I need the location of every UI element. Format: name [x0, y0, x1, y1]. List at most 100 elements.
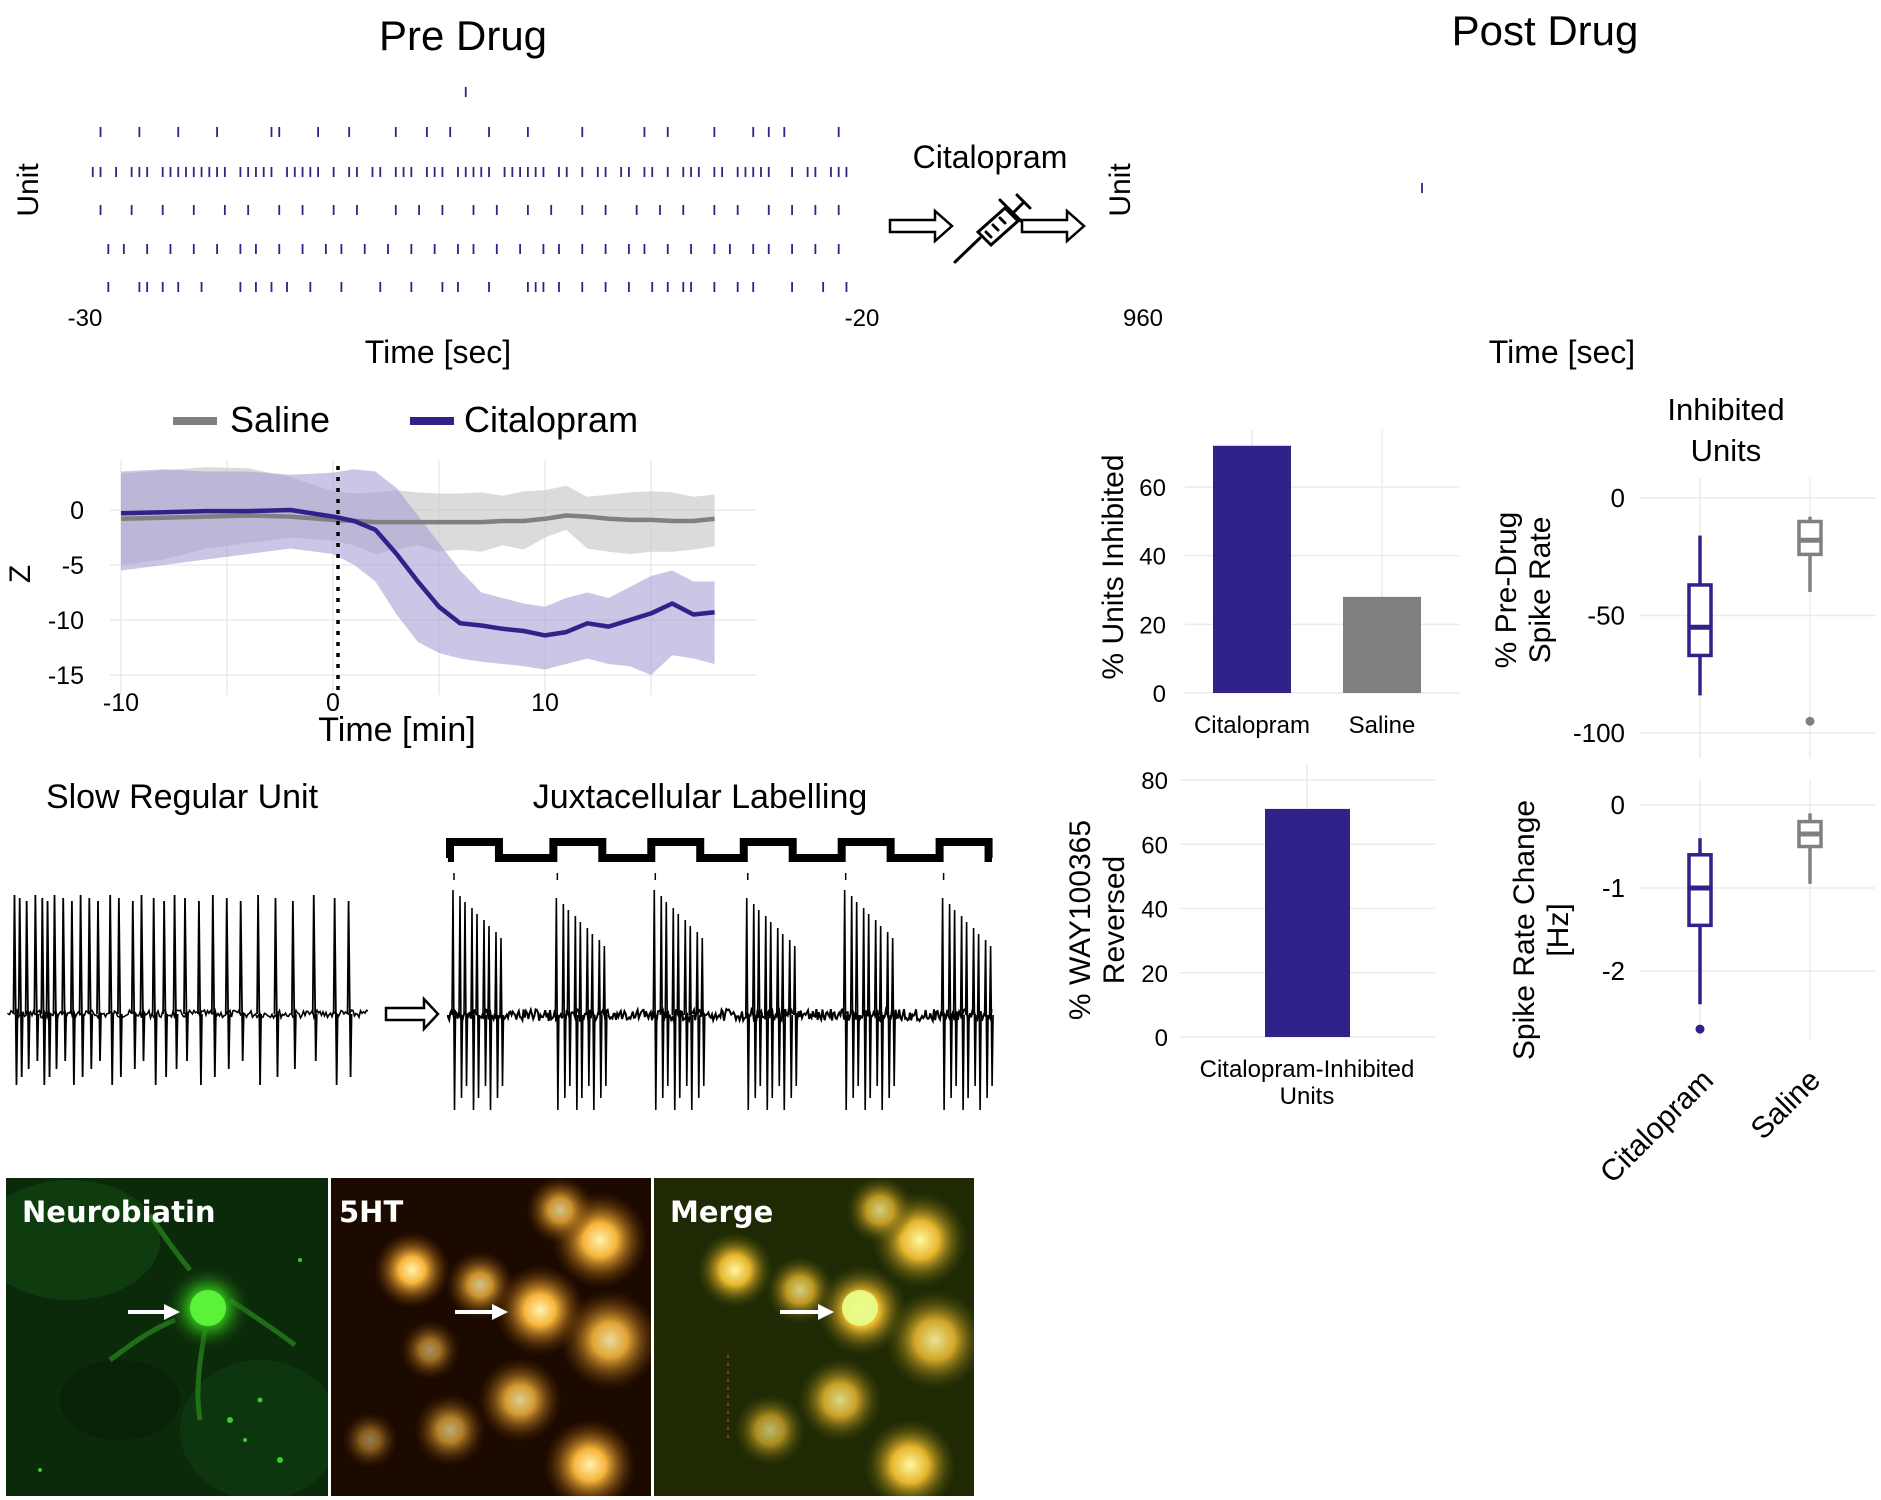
- histology-panel: Neurobiatin 5HT: [6, 1178, 974, 1496]
- spike-waveform: [590, 933, 596, 1111]
- spike-waveform: [578, 921, 584, 1099]
- spike-waveform: [664, 901, 670, 1087]
- spike-waveform: [17, 897, 24, 1078]
- spike-waveform: [458, 895, 464, 1099]
- neurobiotin-image: [6, 1178, 328, 1496]
- box-saline: [1797, 516, 1823, 726]
- spike-waveform: [700, 937, 706, 1087]
- spike-waveform: [652, 889, 658, 1111]
- spike-waveform: [671, 907, 677, 1111]
- bar2-ytick: 60: [1141, 832, 1168, 859]
- traces-panel: Slow Regular Unit Juxtacellular Labellin…: [7, 778, 994, 1111]
- bar1-xtick-saline: Saline: [1349, 712, 1416, 739]
- zscore-xtick: 10: [531, 689, 559, 717]
- spike-waveform: [87, 897, 94, 1070]
- spike-waveform: [659, 895, 665, 1099]
- current-injection-pulses: [446, 838, 993, 862]
- spike-waveform: [151, 897, 158, 1086]
- spike-waveform: [45, 900, 52, 1078]
- box1-title-line1: Inhibited: [1667, 392, 1784, 427]
- bar2-ytick: 40: [1141, 897, 1168, 924]
- bar2-ytick: 20: [1141, 961, 1168, 988]
- box1-yticks: 0 -50 -100: [1573, 483, 1625, 748]
- spike-waveform: [756, 909, 763, 1087]
- spike-waveform: [861, 907, 867, 1111]
- spike-waveform: [256, 894, 262, 1086]
- box2-xtick-citalopram: Citalopram: [1594, 1064, 1720, 1190]
- spike-waveform: [475, 913, 481, 1099]
- spike-waveform: [885, 931, 891, 1099]
- spike-waveform: [768, 921, 775, 1099]
- spike-waveform: [70, 900, 76, 1086]
- spike-waveform: [40, 897, 47, 1086]
- bar2-xtick-line2: Units: [1280, 1083, 1335, 1110]
- spike-waveform: [676, 913, 682, 1099]
- post-drug-title: Post Drug: [1452, 7, 1639, 54]
- raster-pre-xtick-start: -30: [68, 305, 103, 332]
- zscore-ytick: -10: [48, 607, 84, 635]
- spike-waveform: [61, 897, 68, 1062]
- bar-chart-units-inhibited: 0 20 40 60 Citalopram Saline % Units Inhibi…: [1097, 430, 1460, 739]
- spike-waveform: [116, 897, 123, 1078]
- zscore-ylabel: Z: [4, 565, 37, 583]
- bar2-ytick: 0: [1155, 1025, 1168, 1052]
- spike-waveform: [224, 897, 231, 1070]
- box2-boxes: [1687, 813, 1823, 1034]
- spike-waveform: [78, 894, 85, 1078]
- bar1-ytick: 20: [1139, 612, 1166, 639]
- zscore-xticks: -10 0 10: [103, 689, 559, 717]
- spike-waveform: [964, 921, 970, 1099]
- spike-waveform: [792, 945, 799, 1087]
- spike-waveform: [597, 939, 603, 1099]
- hollow-arrow-icon: [384, 995, 440, 1033]
- box1-ytick: 0: [1611, 483, 1625, 513]
- box2-ytick: -2: [1602, 956, 1625, 986]
- raster-post-xlabel: Time [sec]: [1489, 334, 1635, 370]
- bar-citalopram-inhibited: [1265, 808, 1350, 1037]
- spike-waveform: [787, 939, 794, 1099]
- bar1-ylabel: % Units Inhibited: [1097, 454, 1130, 679]
- zscore-ytick: -15: [48, 662, 84, 690]
- spike-waveform: [775, 927, 782, 1087]
- spike-waveform: [940, 897, 946, 1111]
- raster-pre-spikes: [91, 87, 848, 292]
- hollow-arrow-icon: [888, 208, 954, 244]
- zscore-ytick: -5: [62, 552, 84, 580]
- spike-waveform: [780, 933, 787, 1111]
- spike-waveform: [210, 894, 217, 1078]
- spike-waveform: [12, 894, 19, 1086]
- spike-waveform: [311, 894, 318, 1062]
- box1-ylabel-line1: % Pre-Drug: [1490, 512, 1523, 669]
- box-citalopram: [1687, 838, 1713, 1034]
- spike-waveform: [959, 915, 965, 1111]
- bar1-yticks: 0 20 40 60: [1139, 475, 1166, 708]
- box2-ytick: 0: [1611, 790, 1625, 820]
- bar2-ylabel-line2: Reversed: [1098, 856, 1131, 984]
- spike-waveform: [332, 897, 339, 1086]
- spike-waveform: [494, 931, 500, 1099]
- merge-label: Merge: [670, 1195, 773, 1229]
- raster-pre-ylabel: Unit: [12, 163, 45, 217]
- zscore-legend: Saline Citalopram: [173, 399, 638, 440]
- box-iqr: [1687, 583, 1713, 658]
- box2-grid: [1640, 780, 1875, 1040]
- spike-waveform: [346, 900, 353, 1078]
- bar-chart-way-reversed: 0 20 40 60 80 Citalopram-Inhibited Units % W…: [1064, 765, 1435, 1110]
- trace-baseline: [447, 1006, 993, 1025]
- box1-ylabel-line2: Spike Rate: [1524, 517, 1557, 664]
- merge-image: [654, 1178, 974, 1496]
- box2-ylabel-line2: [Hz]: [1542, 903, 1575, 956]
- box1-ytick: -100: [1573, 718, 1625, 748]
- neurobiatin-label: Neurobiatin: [22, 1195, 216, 1229]
- bar2-ylabel-line1: % WAY100365: [1064, 820, 1097, 1020]
- spike-waveform: [751, 903, 758, 1099]
- bar-citalopram: [1213, 445, 1291, 693]
- zscore-bands: [121, 467, 715, 675]
- spike-waveform: [554, 897, 560, 1111]
- white-arrow-icon: [455, 1304, 508, 1320]
- spike-waveform: [183, 897, 189, 1062]
- bar1-ytick: 60: [1139, 475, 1166, 502]
- bar1-xtick-citalopram: Citalopram: [1194, 712, 1310, 739]
- spike-waveform: [873, 919, 879, 1087]
- legend-label-citalopram: Citalopram: [464, 399, 638, 440]
